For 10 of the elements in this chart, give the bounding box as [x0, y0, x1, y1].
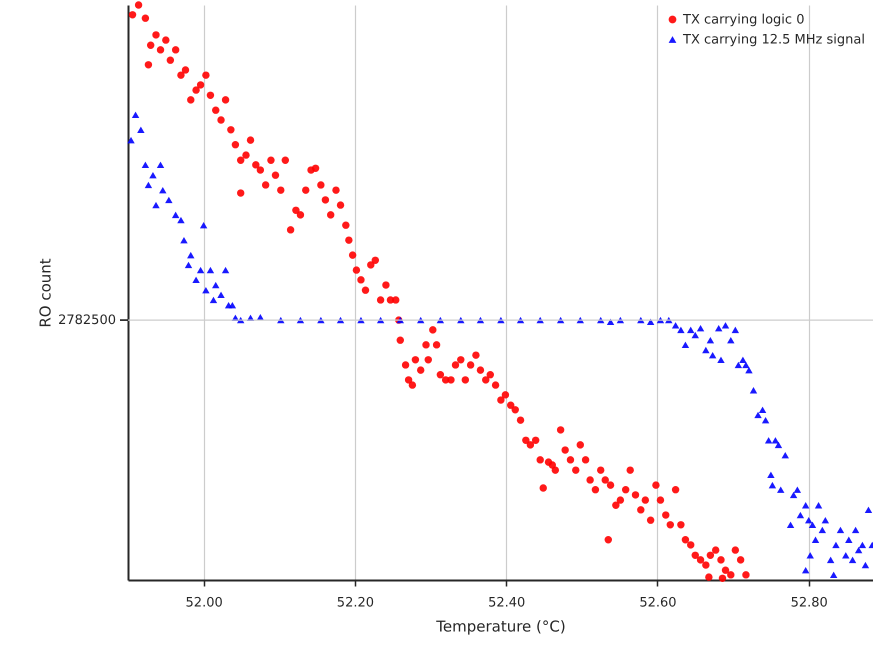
legend-label: TX carrying 12.5 MHz signal — [682, 32, 865, 48]
legend-label: TX carrying logic 0 — [682, 12, 804, 28]
text: 2782500 — [58, 313, 116, 328]
x-tick-label: 52.60 — [639, 596, 677, 610]
x-axis-title: Temperature (°C) — [435, 618, 566, 636]
x-tick-label: 52.40 — [488, 596, 526, 610]
x-tick-label: 52.20 — [336, 596, 374, 610]
x-tick-label: 52.00 — [186, 596, 223, 610]
x-tick-label: 52.80 — [790, 596, 828, 610]
y-axis-title: RO count — [36, 258, 54, 328]
